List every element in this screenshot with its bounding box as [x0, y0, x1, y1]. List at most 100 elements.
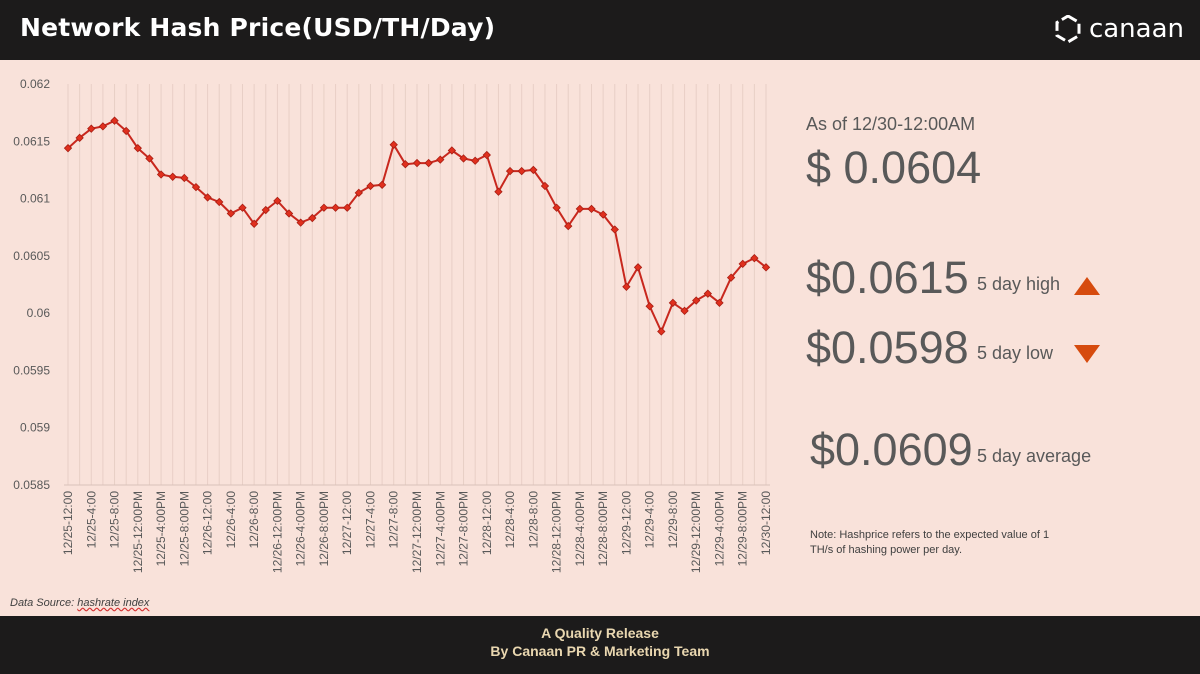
data-point	[75, 133, 84, 143]
x-tick-label: 12/27-4:00PM	[433, 491, 447, 566]
data-point	[471, 156, 480, 165]
triangle-up-icon	[1074, 277, 1100, 295]
data-point	[436, 155, 445, 164]
page-title: Network Hash Price(USD/TH/Day)	[20, 13, 496, 42]
five-day-low-value: $0.0598	[806, 322, 969, 373]
footer-bar: A Quality Release By Canaan PR & Marketi…	[0, 616, 1200, 674]
five-day-low-label: 5 day low	[977, 343, 1054, 363]
footer-line-2: By Canaan PR & Marketing Team	[490, 643, 710, 659]
x-tick-label: 12/26-12:00PM	[270, 491, 284, 573]
data-point	[726, 273, 736, 282]
data-point	[540, 181, 550, 191]
y-tick-label: 0.06	[27, 306, 51, 320]
data-point	[354, 188, 363, 198]
data-point	[203, 193, 212, 202]
data-point	[587, 204, 596, 214]
x-tick-label: 12/25-4:00	[84, 491, 98, 549]
five-day-high-label: 5 day high	[977, 274, 1061, 294]
x-tick-label: 12/27-12:00	[340, 491, 354, 555]
y-tick-label: 0.0595	[13, 363, 50, 377]
x-tick-label: 12/27-4:00	[363, 491, 377, 549]
data-point	[761, 263, 771, 272]
data-point	[180, 173, 189, 183]
brand-logo: canaan	[1055, 14, 1184, 44]
data-point	[529, 165, 538, 175]
data-point	[249, 219, 259, 228]
chart-grid	[64, 84, 770, 486]
data-source-prefix: Data Source:	[10, 597, 78, 609]
data-point	[156, 170, 166, 179]
data-source-name: hashrate index	[77, 597, 150, 609]
data-point	[598, 210, 608, 219]
data-point	[145, 154, 154, 163]
data-point	[284, 209, 294, 218]
brand-name: canaan	[1088, 14, 1184, 44]
data-point	[494, 187, 503, 196]
x-tick-label: 12/29-4:00PM	[712, 491, 726, 566]
y-tick-label: 0.0585	[13, 478, 50, 492]
x-tick-label: 12/29-4:00	[643, 491, 657, 549]
data-point	[622, 282, 631, 291]
x-tick-label: 12/28-4:00	[503, 491, 517, 549]
data-point	[377, 180, 387, 189]
data-point	[715, 298, 724, 307]
x-tick-label: 12/28-8:00	[526, 491, 540, 549]
canaan-hexagon-icon	[1055, 15, 1081, 43]
data-point	[98, 122, 108, 131]
data-point	[191, 182, 201, 192]
x-axis-ticks: 12/25-12:00 12/25-4:00 12/25-8:00 12/25-12:…	[61, 491, 773, 573]
data-point	[331, 203, 340, 212]
x-tick-label: 12/29-12:00	[619, 491, 633, 555]
data-point	[389, 140, 398, 149]
x-tick-label: 12/28-12:00	[480, 491, 494, 555]
data-source: Data Source: hashrate index	[10, 597, 149, 609]
x-tick-label: 12/26-4:00	[224, 491, 238, 549]
y-axis-ticks: 0.062 0.0615 0.061 0.0605 0.06 0.0595 0.059 0.0…	[13, 77, 50, 492]
y-tick-label: 0.0615	[13, 134, 50, 148]
data-point	[505, 166, 515, 176]
data-point	[657, 327, 666, 336]
data-point	[447, 146, 457, 155]
data-point	[168, 172, 177, 181]
five-day-average-value: $0.0609	[810, 424, 973, 475]
x-tick-label: 12/25-12:00	[61, 491, 75, 555]
data-point	[401, 160, 410, 169]
y-tick-label: 0.059	[20, 421, 50, 435]
five-day-average-label: 5 day average	[977, 446, 1092, 466]
data-point	[680, 306, 689, 316]
header-bar: Network Hash Price(USD/TH/Day) canaan	[0, 0, 1200, 60]
data-point	[110, 116, 119, 125]
data-point	[296, 218, 305, 227]
x-tick-label: 12/28-12:00PM	[550, 491, 564, 573]
data-point	[692, 296, 701, 305]
data-point	[610, 225, 619, 234]
y-tick-label: 0.0605	[13, 249, 50, 263]
x-tick-label: 12/26-8:00PM	[317, 491, 331, 566]
data-point	[133, 143, 142, 153]
data-point	[750, 253, 759, 263]
data-point	[517, 166, 526, 176]
data-point	[319, 203, 329, 212]
data-point	[412, 158, 422, 168]
data-point	[343, 203, 352, 212]
x-tick-label: 12/26-12:00	[201, 491, 215, 555]
data-point	[482, 150, 491, 160]
data-point	[273, 196, 282, 206]
x-tick-label: 12/27-8:00PM	[457, 491, 471, 566]
data-point	[63, 143, 73, 153]
x-tick-label: 12/25-4:00PM	[154, 491, 168, 566]
five-day-high-value: $0.0615	[806, 252, 969, 303]
data-point	[633, 263, 643, 272]
x-tick-label: 12/25-8:00	[108, 491, 122, 549]
data-point	[366, 181, 375, 191]
data-point	[459, 154, 468, 163]
data-point	[122, 126, 131, 136]
price-series	[63, 116, 771, 336]
as-of-label: As of 12/30-12:00AM	[806, 114, 976, 134]
data-point	[564, 221, 573, 231]
data-point	[261, 205, 270, 215]
x-tick-label: 12/27-12:00PM	[410, 491, 424, 573]
x-tick-label: 12/26-4:00PM	[294, 491, 308, 566]
triangle-down-icon	[1074, 345, 1100, 363]
data-point	[575, 204, 585, 214]
